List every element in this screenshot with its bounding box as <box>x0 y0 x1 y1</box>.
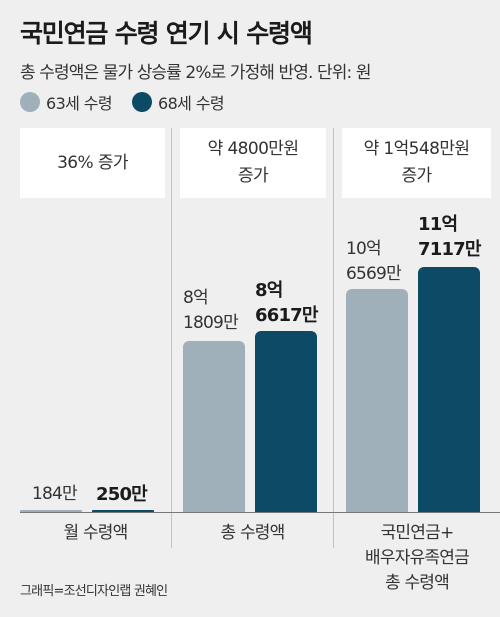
increase-box-monthly: 36% 증가 <box>20 128 165 198</box>
bar-63-total <box>183 341 245 512</box>
bar-68-total <box>255 331 317 512</box>
group-divider-1 <box>171 128 172 548</box>
value-label-63-monthly: 184만 <box>32 484 78 504</box>
chart-subtitle: 총 수령액은 물가 상승률 2%로 가정해 반영. 단위: 원 <box>20 63 371 83</box>
chart-title: 국민연금 수령 연기 시 수령액 <box>20 19 313 48</box>
category-label-total: 총 수령액 <box>220 523 286 543</box>
bar-68-combined <box>418 267 480 512</box>
legend-item-68: 68세 수령 <box>132 90 225 114</box>
bar-68-monthly <box>92 510 154 512</box>
increase-box-combined-line1: 약 1억548만원 <box>363 139 470 159</box>
increase-box-total: 약 4800만원 증가 <box>180 128 326 198</box>
legend-swatch-63 <box>20 92 40 112</box>
category-label-monthly: 월 수령액 <box>63 523 129 543</box>
increase-box-combined-line2: 증가 <box>401 166 432 186</box>
value-label-63-combined: 10억 6569만 <box>346 239 402 284</box>
baseline <box>20 512 500 513</box>
legend-swatch-68 <box>132 92 153 112</box>
bar-63-combined <box>346 289 408 512</box>
category-label-combined: 국민연금+ 배우자유족연금 총 수령액 <box>365 523 470 593</box>
increase-box-combined: 약 1억548만원 증가 <box>342 128 491 198</box>
group-divider-2 <box>333 128 334 548</box>
value-label-63-total: 8억 1809만 <box>183 288 239 333</box>
increase-box-total-line1: 약 4800만원 <box>207 139 299 159</box>
legend-label-63: 63세 수령 <box>46 94 113 113</box>
legend-item-63: 63세 수령 <box>20 90 113 114</box>
graphic-credit: 그래픽=조선디자인랩 권혜인 <box>20 584 168 599</box>
increase-box-total-line2: 증가 <box>237 166 269 186</box>
bar-63-monthly <box>20 510 82 512</box>
increase-box-monthly-text: 36% 증가 <box>57 152 128 173</box>
value-label-68-total: 8억 6617만 <box>255 280 318 326</box>
value-label-68-combined: 11억 7117만 <box>418 214 481 260</box>
legend-label-68: 68세 수령 <box>158 94 225 113</box>
legend: 63세 수령 68세 수령 <box>20 90 244 114</box>
value-label-68-monthly: 250만 <box>96 484 148 505</box>
